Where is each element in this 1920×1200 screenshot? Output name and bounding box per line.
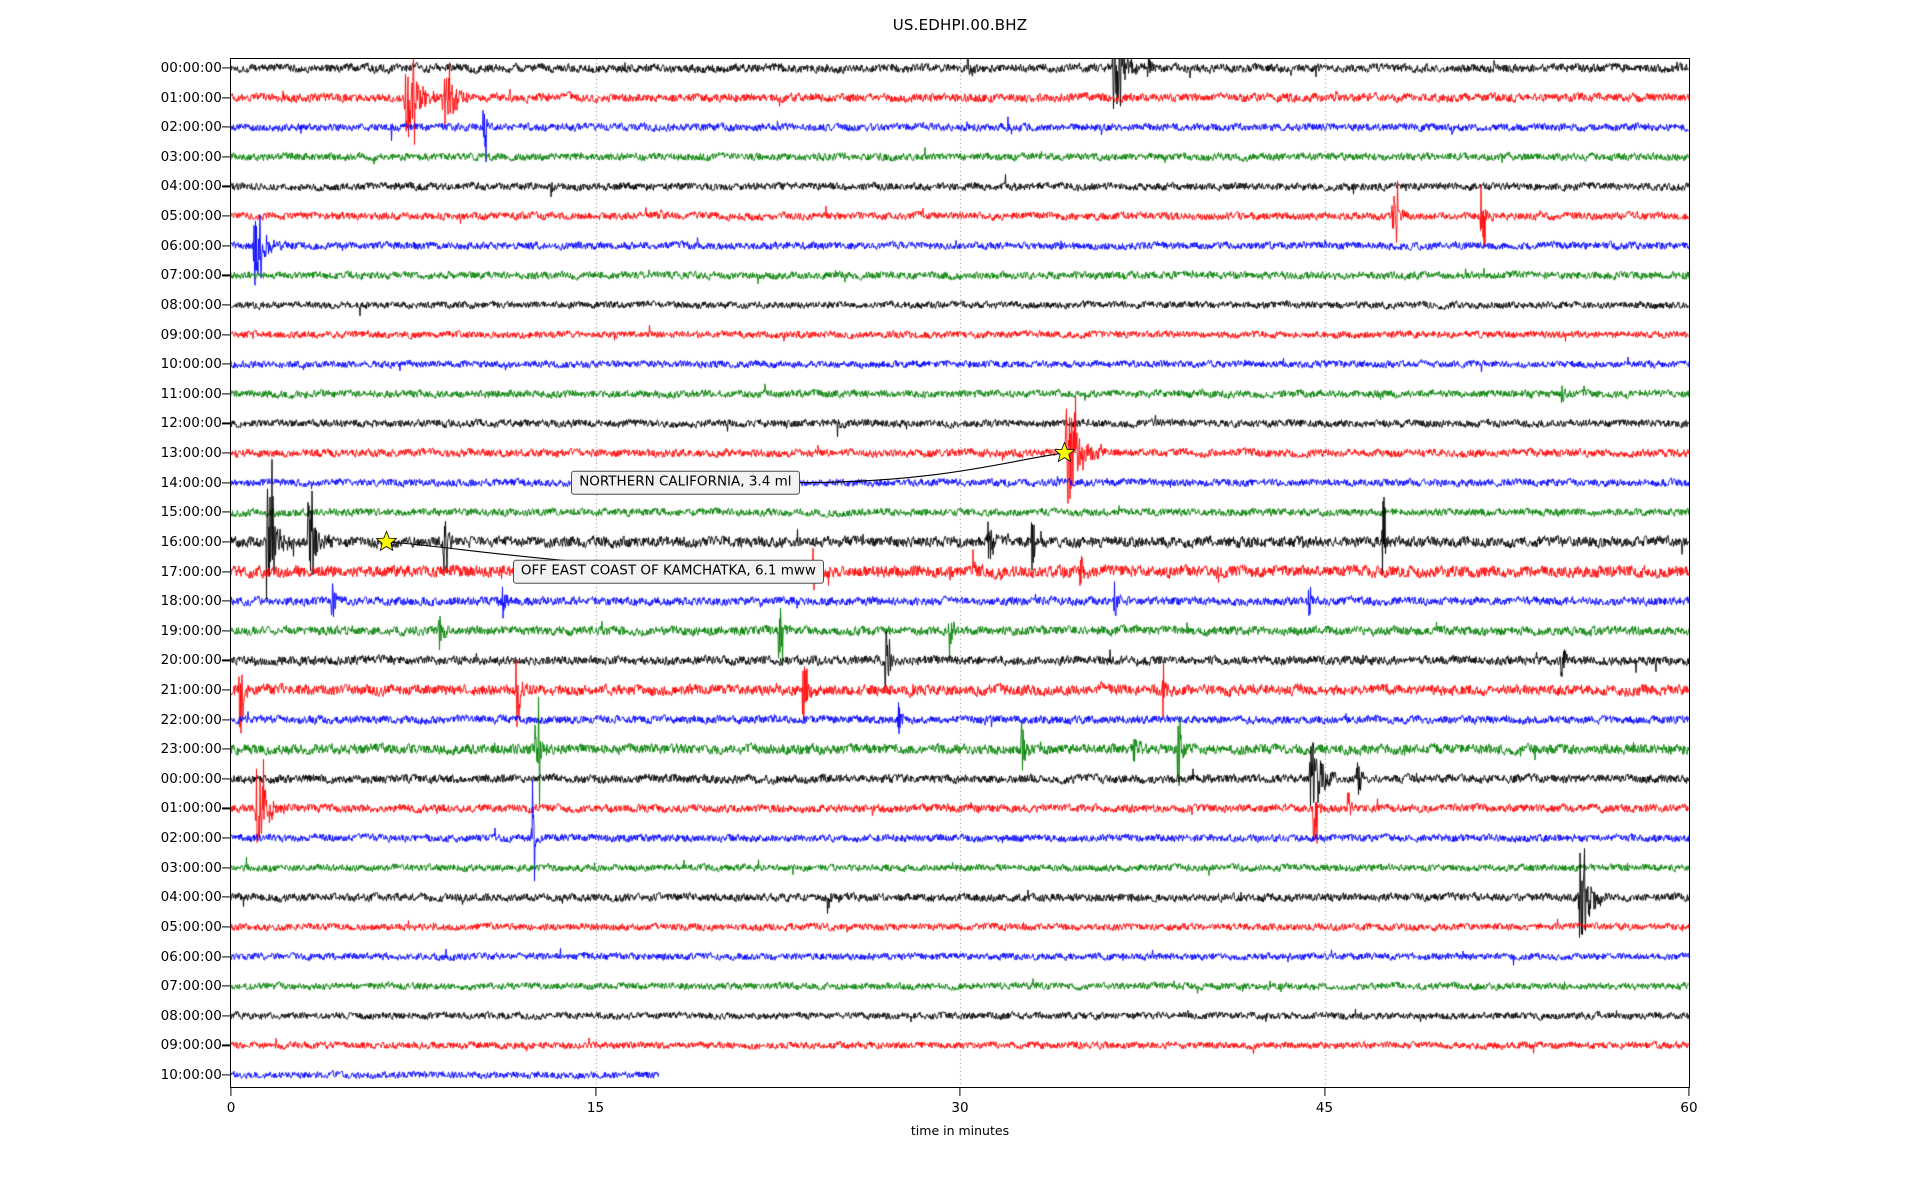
y-tick-label: 04:00:00	[160, 178, 222, 195]
y-tick-label: 13:00:00	[160, 445, 222, 462]
y-tick-label: 05:00:00	[160, 208, 222, 225]
y-tick-mark	[222, 304, 230, 306]
y-tick-mark	[222, 926, 230, 928]
y-tick-label: 16:00:00	[160, 533, 222, 550]
y-tick-label: 02:00:00	[160, 119, 222, 136]
y-tick-mark	[222, 156, 230, 158]
y-tick-label: 11:00:00	[160, 385, 222, 402]
y-tick-mark	[222, 126, 230, 128]
x-tick-mark	[1323, 1088, 1326, 1096]
y-tick-label: 17:00:00	[160, 563, 222, 580]
y-tick-mark	[222, 718, 230, 721]
y-tick-mark	[222, 659, 230, 661]
y-tick-label: 01:00:00	[160, 89, 222, 106]
y-tick-label: 03:00:00	[160, 148, 222, 165]
seismogram-traces-canvas	[231, 59, 1689, 1087]
y-tick-label: 09:00:00	[160, 1037, 222, 1054]
y-tick-label: 08:00:00	[160, 296, 222, 313]
y-tick-mark	[222, 541, 230, 543]
y-tick-label: 00:00:00	[160, 60, 222, 76]
x-tick-label: 30	[951, 1100, 969, 1116]
y-tick-mark	[222, 185, 230, 188]
y-tick-mark	[222, 67, 230, 69]
y-tick-mark	[222, 215, 230, 217]
y-tick-mark	[222, 570, 230, 573]
y-tick-label: 08:00:00	[160, 1007, 222, 1024]
y-tick-label: 18:00:00	[160, 593, 222, 610]
x-tick-mark	[959, 1088, 961, 1096]
y-tick-mark	[222, 333, 230, 336]
y-tick-mark	[222, 274, 230, 276]
y-tick-label: 20:00:00	[160, 652, 222, 669]
y-tick-label: 12:00:00	[160, 415, 222, 432]
y-tick-mark	[222, 97, 230, 99]
y-tick-label: 00:00:00	[160, 770, 222, 787]
y-tick-mark	[222, 955, 230, 958]
y-tick-mark	[222, 482, 230, 484]
y-tick-label: 23:00:00	[160, 741, 222, 758]
y-tick-mark	[222, 1015, 230, 1017]
y-tick-label: 22:00:00	[160, 711, 222, 728]
y-tick-label: 01:00:00	[160, 800, 222, 817]
y-tick-mark	[222, 422, 230, 424]
y-tick-label: 07:00:00	[160, 267, 222, 284]
y-tick-mark	[222, 748, 230, 750]
y-tick-label: 06:00:00	[160, 237, 222, 254]
plot-axes	[230, 58, 1690, 1088]
y-tick-label: 03:00:00	[160, 859, 222, 876]
y-tick-label: 10:00:00	[160, 1067, 222, 1083]
x-tick-mark	[1688, 1088, 1690, 1096]
y-tick-mark	[222, 985, 230, 987]
x-tick-label: 60	[1680, 1100, 1698, 1116]
y-tick-mark	[222, 867, 230, 869]
y-tick-label: 09:00:00	[160, 326, 222, 343]
x-axis-label: time in minutes	[910, 1123, 1010, 1138]
y-tick-label: 02:00:00	[160, 830, 222, 847]
x-tick-label: 45	[1315, 1100, 1334, 1116]
y-tick-mark	[222, 837, 230, 839]
y-tick-mark	[222, 1044, 230, 1046]
y-tick-label: 15:00:00	[160, 504, 222, 521]
y-tick-mark	[222, 896, 230, 898]
y-tick-mark	[222, 511, 230, 513]
y-tick-mark	[222, 363, 230, 365]
y-tick-mark	[222, 630, 230, 632]
y-tick-mark	[222, 1074, 230, 1076]
event-annotation-label[interactable]: OFF EAST COAST OF KAMCHATKA, 6.1 mww	[512, 559, 824, 584]
y-tick-mark	[222, 393, 230, 395]
event-annotation-label[interactable]: NORTHERN CALIFORNIA, 3.4 ml	[571, 470, 800, 495]
y-tick-mark	[222, 689, 230, 691]
y-tick-mark	[222, 807, 230, 810]
y-tick-label: 07:00:00	[160, 978, 222, 995]
x-tick-mark	[230, 1088, 232, 1096]
y-tick-label: 06:00:00	[160, 948, 222, 965]
y-tick-mark	[222, 452, 230, 454]
x-tick-label: 15	[586, 1100, 605, 1116]
y-tick-mark	[222, 600, 230, 602]
y-tick-mark	[222, 245, 230, 247]
y-tick-label: 14:00:00	[160, 474, 222, 491]
y-tick-label: 19:00:00	[160, 622, 222, 639]
page-title: US.EDHPI.00.BHZ	[892, 16, 1028, 34]
y-tick-label: 04:00:00	[160, 889, 222, 906]
y-tick-label: 21:00:00	[160, 681, 222, 698]
x-tick-mark	[594, 1088, 597, 1096]
y-tick-label: 10:00:00	[160, 356, 222, 373]
x-tick-label: 0	[226, 1100, 236, 1116]
y-tick-label: 05:00:00	[160, 918, 222, 935]
y-tick-mark	[222, 778, 230, 780]
